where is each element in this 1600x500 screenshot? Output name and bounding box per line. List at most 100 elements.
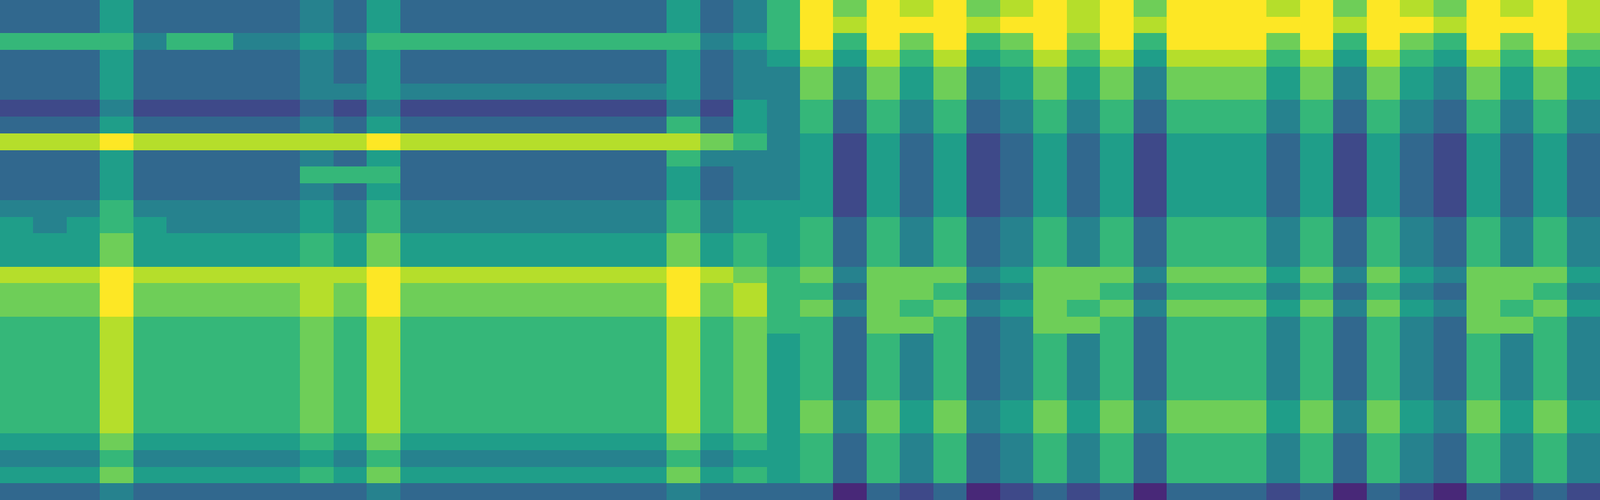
- cell: [1500, 16, 1534, 34]
- cell: [333, 66, 368, 84]
- cell: [233, 233, 267, 251]
- cell: [1433, 433, 1468, 451]
- cell: [1233, 150, 1268, 168]
- cell: [1399, 250, 1434, 267]
- cell: [866, 366, 901, 384]
- cell: [400, 0, 435, 17]
- cell: [500, 49, 534, 67]
- cell: [800, 233, 834, 251]
- cell: [533, 99, 567, 117]
- cell: [1099, 49, 1134, 67]
- cell: [700, 33, 734, 50]
- cell: [1133, 366, 1168, 384]
- cell: [533, 483, 567, 500]
- cell: [1066, 217, 1101, 234]
- cell: [1300, 16, 1334, 34]
- cell: [599, 250, 634, 267]
- cell: [1200, 483, 1235, 500]
- cell: [800, 166, 834, 184]
- cell: [833, 200, 867, 218]
- cell: [333, 450, 368, 468]
- cell: [266, 266, 301, 284]
- cell: [1399, 33, 1434, 50]
- cell: [833, 266, 867, 284]
- cell: [1000, 467, 1034, 484]
- cell: [666, 233, 701, 251]
- cell: [666, 416, 701, 434]
- cell: [766, 233, 801, 251]
- cell: [1133, 333, 1168, 351]
- cell: [899, 400, 934, 418]
- cell: [166, 250, 201, 267]
- cell: [700, 66, 734, 84]
- cell: [1266, 133, 1301, 151]
- cell: [133, 166, 168, 184]
- cell: [1500, 33, 1534, 50]
- cell: [266, 66, 301, 84]
- cell: [1566, 433, 1600, 451]
- cell: [1033, 166, 1067, 184]
- cell: [433, 299, 468, 317]
- cell: [200, 416, 234, 434]
- cell: [466, 316, 501, 334]
- cell: [433, 183, 468, 201]
- cell: [1399, 316, 1434, 334]
- cell: [266, 467, 301, 484]
- cell: [933, 250, 968, 267]
- cell: [599, 49, 634, 67]
- cell: [200, 99, 234, 117]
- cell: [99, 0, 134, 17]
- cell: [266, 217, 301, 234]
- cell: [466, 299, 501, 317]
- cell: [1433, 299, 1468, 317]
- cell: [766, 83, 801, 101]
- cell: [1433, 233, 1468, 251]
- cell: [366, 217, 401, 234]
- cell: [233, 283, 267, 300]
- cell: [400, 316, 435, 334]
- cell: [33, 416, 67, 434]
- cell: [366, 483, 401, 500]
- cell: [1233, 467, 1268, 484]
- cell: [466, 99, 501, 117]
- cell: [1366, 83, 1401, 101]
- cell: [633, 133, 668, 151]
- cell: [1099, 83, 1134, 101]
- cell: [1099, 217, 1134, 234]
- cell: [899, 200, 934, 218]
- cell: [33, 200, 67, 218]
- cell: [99, 416, 134, 434]
- cell: [1033, 266, 1067, 284]
- cell: [133, 467, 168, 484]
- cell: [1099, 233, 1134, 251]
- cell: [666, 183, 701, 201]
- cell: [133, 49, 168, 67]
- cell: [166, 467, 201, 484]
- cell: [800, 33, 834, 50]
- cell: [1066, 349, 1101, 367]
- cell: [466, 49, 501, 67]
- cell: [1300, 250, 1334, 267]
- cell: [500, 383, 534, 401]
- cell: [266, 333, 301, 351]
- cell: [1366, 383, 1401, 401]
- cell: [866, 133, 901, 151]
- cell: [1200, 233, 1235, 251]
- cell: [66, 416, 101, 434]
- cell: [866, 33, 901, 50]
- cell: [866, 467, 901, 484]
- cell: [66, 66, 101, 84]
- cell: [1266, 416, 1301, 434]
- cell: [566, 99, 601, 117]
- cell: [1066, 366, 1101, 384]
- cell: [166, 99, 201, 117]
- cell: [1466, 366, 1501, 384]
- cell: [1566, 99, 1600, 117]
- cell: [466, 183, 501, 201]
- cell: [1099, 416, 1134, 434]
- cell: [1033, 250, 1067, 267]
- cell: [1366, 366, 1401, 384]
- cell: [566, 116, 601, 134]
- cell: [1200, 333, 1235, 351]
- cell: [700, 49, 734, 67]
